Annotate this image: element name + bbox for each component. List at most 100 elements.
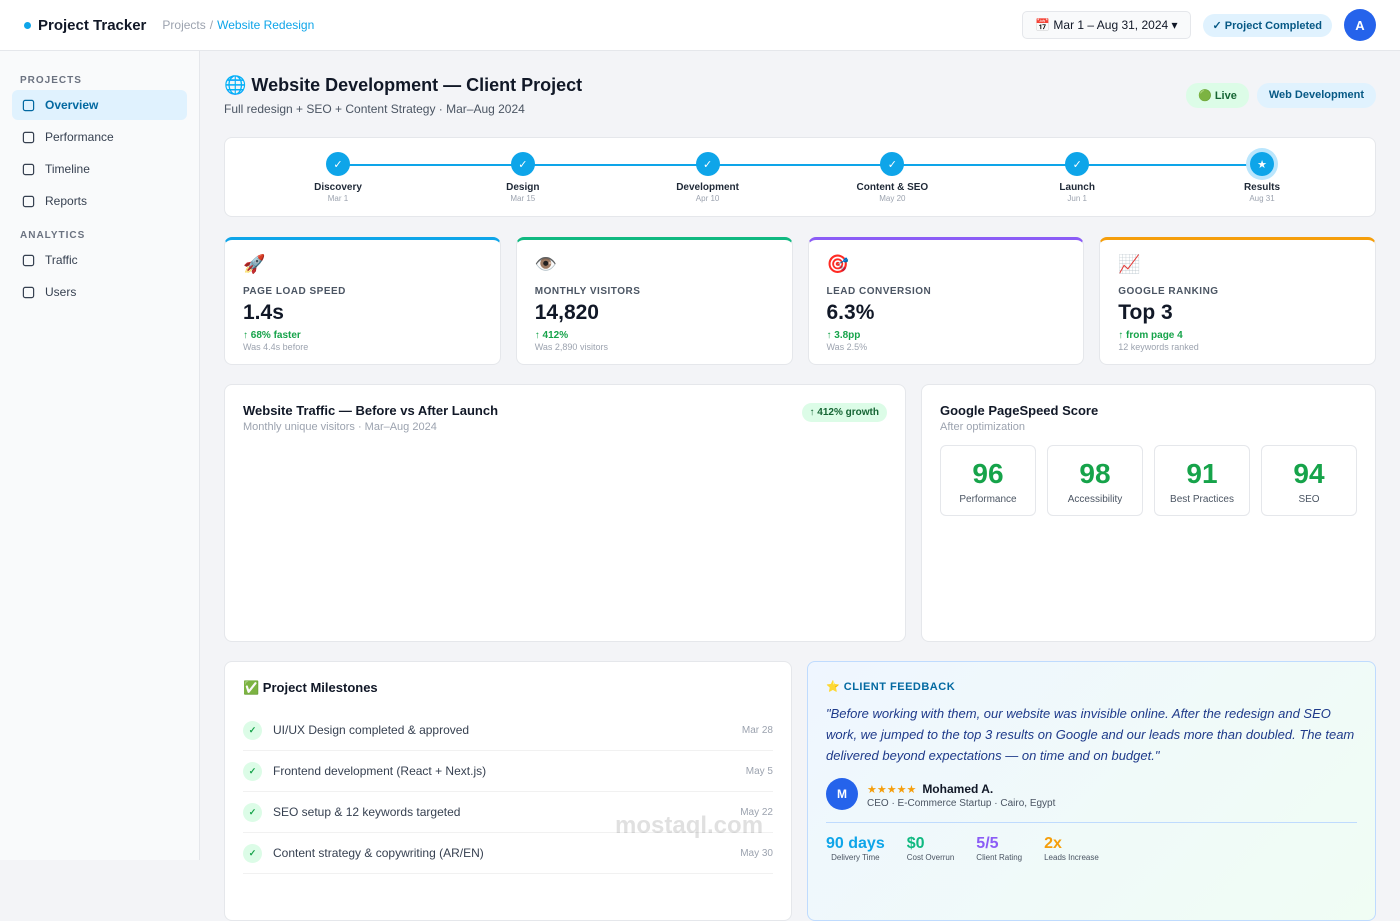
- step-date: Mar 15: [510, 194, 536, 203]
- step-date: Mar 1: [327, 194, 349, 203]
- nav-item[interactable]: Reports: [12, 186, 187, 216]
- stat: 2x Leads Increase: [1044, 835, 1099, 862]
- kpi-note: Was 2,890 visitors: [534, 342, 608, 352]
- kpi-change: ↑ from page 4: [1118, 330, 1183, 341]
- step-icon: ✓: [510, 152, 535, 176]
- kpi-row: 🚀 PAGE LOAD SPEED 1.4s ↑ 68% faster Was 4.4s…: [224, 237, 1376, 365]
- growth-badge: ↑ 412% growth: [801, 403, 887, 422]
- author: M ★★★★★ Mohamed A. CEO · E-Commerce Start…: [826, 778, 1357, 810]
- milestone: ✓ UI/UX Design completed & approved Mar 28: [243, 710, 773, 751]
- nav-label: Timeline: [45, 162, 90, 176]
- header-right: 📅 Mar 1 – Aug 31, 2024 ▾ ✓ Project Compl…: [1022, 9, 1376, 41]
- nav-icon: [22, 163, 35, 175]
- score-box: 96 Performance: [940, 445, 1036, 516]
- kpi-card: 👁️ MONTHLY VISITORS 14,820 ↑ 412% Was 2,890 …: [515, 237, 793, 365]
- nav-icon: [22, 254, 35, 266]
- author-name: Mohamed A.: [922, 781, 994, 796]
- kpi-value: 6.3%: [826, 301, 875, 324]
- crumb-sep: /: [209, 18, 214, 32]
- kpi-icon: 👁️: [534, 254, 558, 274]
- stat-value: 5/5: [976, 835, 999, 852]
- kpi-card: 🎯 LEAD CONVERSION 6.3% ↑ 3.8pp Was 2.5%: [807, 237, 1085, 365]
- page: Project Tracker Projects / Website Redes…: [0, 0, 1400, 860]
- pagespeed-card: Google PageSpeed Score After optimizatio…: [921, 384, 1376, 642]
- section-title: ANALYTICS: [20, 230, 86, 241]
- top-bar: Project Tracker Projects / Website Redes…: [0, 0, 1400, 51]
- step-date: Aug 31: [1249, 194, 1275, 203]
- kpi-card: 📈 GOOGLE RANKING Top 3 ↑ from page 4 12 keyw…: [1099, 237, 1376, 365]
- brand[interactable]: Project Tracker: [24, 17, 146, 34]
- step-date: Apr 10: [695, 194, 720, 203]
- project-title: 🌐 Website Development — Client Project: [224, 75, 583, 95]
- kpi-card: 🚀 PAGE LOAD SPEED 1.4s ↑ 68% faster Was 4.4s…: [224, 237, 501, 365]
- nav-item[interactable]: Traffic: [12, 245, 187, 275]
- milestone: ✓ SEO setup & 12 keywords targeted May 22: [243, 792, 773, 833]
- score-label: Accessibility: [1067, 494, 1123, 505]
- charts-row: Website Traffic — Before vs After Launch…: [224, 384, 1376, 642]
- kpi-label: LEAD CONVERSION: [826, 286, 932, 297]
- nav-label: Overview: [45, 98, 99, 112]
- nav-item[interactable]: Overview: [12, 90, 187, 120]
- step-icon: ★: [1250, 152, 1274, 176]
- badges: 🟢 Live Web Development: [1186, 83, 1376, 108]
- stat-value: 90 days: [826, 835, 885, 852]
- kpi-value: 1.4s: [243, 301, 284, 324]
- score-value: 98: [1079, 458, 1111, 489]
- card-title: Website Traffic — Before vs After Launch: [243, 403, 499, 418]
- timeline-step: ✓ Design Mar 15: [463, 152, 583, 203]
- timeline-line: [338, 164, 1262, 166]
- timeline-step: ✓ Development Apr 10: [648, 152, 768, 203]
- kpi-icon: 🎯: [826, 254, 849, 274]
- step-label: Content & SEO: [856, 182, 929, 193]
- kpi-label: GOOGLE RANKING: [1118, 286, 1219, 297]
- step-label: Results: [1243, 182, 1281, 193]
- nav-icon: [22, 99, 35, 111]
- feedback-card: ⭐ CLIENT FEEDBACK "Before working with t…: [807, 661, 1376, 921]
- milestone-text: Frontend development (React + Next.js): [273, 764, 487, 778]
- kpi-label: MONTHLY VISITORS: [534, 286, 641, 297]
- nav-label: Users: [45, 285, 77, 299]
- nav-item[interactable]: Timeline: [12, 154, 187, 184]
- step-date: May 20: [879, 194, 906, 203]
- card-title: ✅ Project Milestones: [243, 680, 378, 695]
- kpi-note: Was 2.5%: [826, 342, 868, 352]
- kpi-change: ↑ 3.8pp: [826, 330, 861, 341]
- score-box: 94 SEO: [1261, 445, 1357, 516]
- date-picker[interactable]: 📅 Mar 1 – Aug 31, 2024 ▾: [1022, 11, 1191, 39]
- milestone-text: SEO setup & 12 keywords targeted: [273, 805, 461, 819]
- scores: 96 Performance 98 Accessibility 91 Best Pract…: [940, 445, 1357, 516]
- nav-icon: [22, 131, 35, 143]
- nav-label: Performance: [45, 130, 114, 144]
- milestone-text: Content strategy & copywriting (AR/EN): [273, 846, 484, 860]
- score-box: 98 Accessibility: [1047, 445, 1143, 516]
- nav-label: Reports: [45, 194, 88, 208]
- avatar[interactable]: A: [1344, 9, 1376, 41]
- milestone-check: ✓: [243, 720, 262, 740]
- step-label: Launch: [1059, 182, 1095, 193]
- score-value: 94: [1293, 458, 1325, 489]
- project-subtitle: Full redesign + SEO + Content Strategy ·…: [224, 102, 525, 116]
- step-label: Design: [506, 182, 540, 193]
- milestone-date: Mar 28: [741, 724, 773, 736]
- milestones-card: ✅ Project Milestones ✓ UI/UX Design compl…: [224, 661, 792, 921]
- card-subtitle: After optimization: [940, 421, 1025, 433]
- nav-item[interactable]: Performance: [12, 122, 187, 152]
- watermark: mostaql.com: [615, 812, 764, 839]
- stat-label: Delivery Time: [831, 853, 880, 862]
- author-avatar: M: [826, 778, 858, 810]
- milestone-check: ✓: [243, 761, 262, 781]
- step-icon: ✓: [326, 152, 350, 176]
- bottom-row: ✅ Project Milestones ✓ UI/UX Design compl…: [224, 661, 1376, 921]
- stats: 90 days Delivery Time $0 Cost Overrun 5/5 Cli…: [826, 822, 1357, 862]
- nav-icon: [22, 286, 35, 298]
- feedback-title: ⭐ CLIENT FEEDBACK: [826, 681, 956, 693]
- nav-item[interactable]: Users: [12, 277, 187, 307]
- crumb-current[interactable]: Website Redesign: [217, 18, 315, 32]
- kpi-value: Top 3: [1118, 301, 1173, 324]
- crumb-root[interactable]: Projects: [162, 18, 206, 32]
- stat-label: Leads Increase: [1044, 853, 1099, 862]
- kpi-note: Was 4.4s before: [243, 342, 309, 352]
- stat: $0 Cost Overrun: [907, 835, 955, 862]
- badge: 🟢 Live: [1186, 83, 1249, 108]
- stat: 5/5 Client Rating: [976, 835, 1022, 862]
